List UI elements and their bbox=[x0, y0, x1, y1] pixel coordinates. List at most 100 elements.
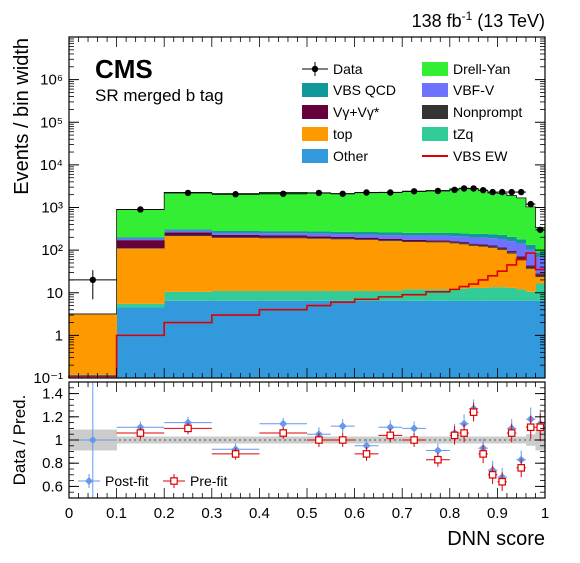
bar-tzq bbox=[506, 287, 517, 301]
ratio-point bbox=[468, 402, 479, 422]
bar-drell-yan bbox=[516, 197, 527, 240]
bar-top bbox=[487, 247, 498, 288]
bar-vbs-qcd bbox=[330, 231, 355, 235]
bar-vbs-qcd bbox=[478, 233, 489, 238]
bar-v-v bbox=[459, 242, 470, 244]
bar-tzq bbox=[116, 303, 165, 308]
legend-label: VBF-V bbox=[453, 82, 495, 98]
x-tick-label: 0.8 bbox=[439, 505, 460, 522]
bar-drell-yan bbox=[487, 193, 498, 235]
ratio-marker bbox=[279, 419, 288, 428]
band-bin bbox=[259, 436, 308, 444]
ratio-point bbox=[164, 422, 212, 435]
x-axis-title: DNN score bbox=[447, 528, 545, 550]
main-plot: 10⁻¹ 1 10 10² 10³ 10⁴ 10⁵ 10⁶ Events / bin widt… bbox=[11, 36, 546, 387]
ratio-marker bbox=[88, 436, 97, 444]
bar-other bbox=[459, 300, 470, 378]
bar-top bbox=[69, 314, 117, 375]
ratio-y-tick-label: 1.2 bbox=[42, 409, 63, 426]
bar-tzq bbox=[525, 291, 536, 301]
x-tick-label: 0.4 bbox=[249, 505, 270, 522]
bar-nonprompt bbox=[478, 245, 489, 247]
bar-vbf-v bbox=[497, 238, 508, 248]
bar-top bbox=[259, 238, 308, 291]
signal-line-vbs-ew bbox=[68, 252, 545, 378]
ratio-marker bbox=[362, 450, 371, 458]
bar-other bbox=[468, 300, 479, 378]
bar-top bbox=[497, 249, 508, 288]
bar-other bbox=[426, 300, 451, 378]
legend-entry-nonprompt: Nonprompt bbox=[422, 104, 522, 120]
data-point bbox=[426, 187, 450, 195]
bar-v-v bbox=[506, 251, 517, 253]
data-point bbox=[211, 191, 260, 198]
bar-nonprompt bbox=[468, 244, 479, 246]
data-point bbox=[487, 188, 498, 196]
ratio-point bbox=[378, 420, 403, 435]
ratio-marker bbox=[526, 423, 535, 432]
ratio-point bbox=[426, 452, 450, 467]
bar-other bbox=[449, 300, 460, 378]
bar-drell-yan bbox=[378, 192, 403, 233]
data-marker bbox=[518, 188, 525, 196]
ratio-marker bbox=[469, 408, 478, 416]
bar-vbs-qcd bbox=[307, 231, 332, 234]
region-label: SR merged b tag bbox=[95, 86, 224, 105]
bar-vbs-qcd bbox=[426, 232, 451, 236]
legend-label: top bbox=[333, 126, 353, 142]
bar-vbs-qcd bbox=[259, 231, 308, 234]
ratio-plot: 0.60.811.21.4 0 0.1 0.2 0.3 0.4 0.5 0.6 0.7 0.8 0… bbox=[10, 381, 549, 550]
bar-v-v bbox=[402, 239, 427, 242]
bar-tzq bbox=[516, 289, 527, 301]
bar-v-v bbox=[497, 247, 508, 249]
ratio-point bbox=[497, 472, 507, 492]
data-point bbox=[468, 185, 479, 192]
data-point bbox=[354, 189, 379, 196]
ratio-marker bbox=[498, 477, 506, 486]
data-marker bbox=[363, 189, 370, 196]
band-bin bbox=[487, 436, 498, 444]
bar-nonprompt bbox=[354, 239, 379, 240]
bar-vbf-v bbox=[516, 243, 527, 257]
bar-nonprompt bbox=[402, 241, 427, 243]
data-points bbox=[69, 185, 545, 300]
bar-v-v bbox=[307, 236, 332, 239]
data-point bbox=[330, 190, 355, 197]
data-marker bbox=[339, 190, 346, 197]
bar-other bbox=[378, 300, 403, 378]
legend-swatch bbox=[422, 127, 448, 141]
bar-vbf-v bbox=[449, 236, 460, 242]
ratio-marker bbox=[488, 471, 497, 479]
bar-top bbox=[354, 239, 379, 291]
stack-v-v bbox=[69, 232, 546, 315]
legend-label: tZq bbox=[453, 126, 473, 142]
data-point bbox=[478, 186, 488, 194]
bar-v-v bbox=[468, 243, 479, 245]
ratio-marker bbox=[279, 429, 288, 437]
bar-vbf-v bbox=[459, 236, 470, 243]
data-marker bbox=[470, 185, 477, 192]
bar-drell-yan bbox=[426, 190, 451, 233]
x-tick-label: 0.5 bbox=[297, 505, 318, 522]
ratio-y-tick-label: 0.6 bbox=[42, 478, 63, 495]
bar-drell-yan bbox=[459, 188, 470, 234]
bar-tzq bbox=[459, 288, 470, 301]
ratio-points bbox=[69, 382, 545, 498]
band-bin bbox=[426, 436, 451, 444]
legend-label: Nonprompt bbox=[453, 104, 522, 120]
data-point bbox=[525, 200, 536, 208]
bar-top bbox=[330, 239, 355, 291]
bar-top bbox=[378, 241, 403, 291]
ratio-point bbox=[506, 423, 517, 443]
ratio-marker bbox=[315, 436, 323, 444]
bar-nonprompt bbox=[497, 248, 508, 250]
stack-vbs-qcd bbox=[69, 229, 546, 315]
bar-vbf-v bbox=[468, 237, 479, 244]
bar-drell-yan bbox=[164, 192, 213, 230]
bar-vbs-qcd bbox=[354, 232, 379, 235]
y-tick-label: 10³ bbox=[41, 200, 63, 217]
ratio-legend-entry-post-fit: Post-fit bbox=[78, 473, 149, 489]
bar-tzq bbox=[307, 290, 332, 301]
bar-vbs-qcd bbox=[506, 236, 517, 242]
ratio-marker bbox=[410, 436, 418, 444]
